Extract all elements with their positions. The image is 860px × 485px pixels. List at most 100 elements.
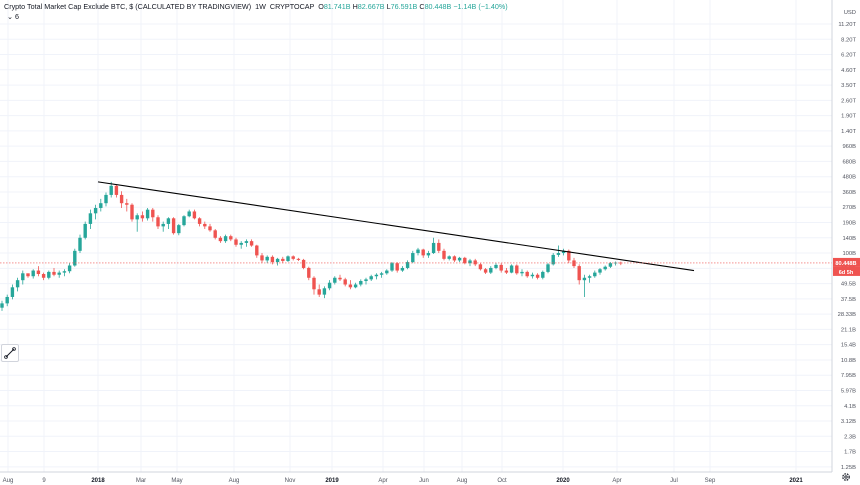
- time-tick-label: May: [171, 478, 182, 484]
- time-tick-label: Apr: [612, 478, 621, 484]
- candle-body: [541, 271, 545, 278]
- time-tick-label: Aug: [3, 478, 14, 484]
- candle-body: [197, 218, 202, 224]
- candle-body: [390, 263, 394, 271]
- price-tick-label: 1.7B: [844, 450, 856, 456]
- candle-body: [208, 226, 212, 231]
- price-badge-text: 80.448B: [835, 261, 856, 267]
- price-tick-label: 1.90T: [841, 114, 856, 120]
- price-tick-label: 680B: [842, 159, 856, 165]
- price-tick-label: 3.50T: [841, 83, 856, 89]
- candle-body: [447, 256, 451, 259]
- candle-body: [286, 256, 290, 261]
- candle-body: [353, 284, 358, 288]
- time-tick-label: 2018: [91, 478, 105, 484]
- candle-body: [307, 267, 311, 278]
- candle-body: [338, 277, 342, 280]
- candle-body: [411, 253, 415, 263]
- candle-body: [62, 271, 67, 273]
- candle-body: [99, 203, 103, 208]
- candle-body: [15, 280, 20, 288]
- candle-body: [161, 223, 165, 227]
- candle-body: [301, 259, 306, 268]
- candle-body: [619, 262, 623, 264]
- candle-body: [270, 256, 275, 263]
- time-tick-label: Nov: [285, 478, 296, 484]
- candle-body: [348, 284, 353, 288]
- candle-body: [156, 217, 160, 227]
- candle-body: [504, 270, 509, 273]
- candle-body: [317, 289, 321, 295]
- candle-body: [114, 185, 119, 195]
- candle-body: [182, 216, 186, 226]
- candle-body: [88, 213, 93, 224]
- candle-body: [463, 257, 467, 264]
- candle-body: [239, 242, 243, 245]
- price-tick-label: 4.1B: [844, 404, 856, 410]
- candle-body: [234, 239, 238, 245]
- candle-body: [421, 249, 425, 256]
- price-tick-label: 3.12B: [841, 419, 856, 425]
- candle-body: [359, 281, 363, 285]
- currency-label: USD: [844, 10, 856, 16]
- candle-body: [546, 264, 550, 272]
- price-tick-label: 5.97B: [841, 388, 856, 394]
- candle-body: [431, 242, 436, 254]
- countdown-badge: [833, 266, 860, 276]
- candle-body: [249, 241, 254, 246]
- price-tick-label: 6.20T: [841, 53, 856, 59]
- time-tick-label: 2021: [789, 478, 803, 484]
- candle-body: [489, 267, 493, 273]
- candle-body: [577, 266, 581, 281]
- time-tick-label: 2020: [556, 478, 570, 484]
- gear-icon[interactable]: [841, 472, 851, 482]
- candle-body: [437, 242, 441, 251]
- candle-body: [405, 262, 410, 268]
- time-tick-label: Aug: [457, 478, 468, 484]
- candle-body: [223, 236, 228, 242]
- price-tick-label: 4.60T: [841, 68, 856, 74]
- countdown-badge-text: 6d 5h: [839, 270, 854, 276]
- candle-body: [530, 274, 535, 277]
- candle-body: [608, 263, 613, 267]
- candle-body: [426, 253, 431, 256]
- trendline[interactable]: [97, 181, 695, 272]
- time-tick-label: Jul: [670, 478, 678, 484]
- candle-body: [551, 254, 555, 265]
- candle-body: [145, 209, 150, 219]
- price-tick-label: 8.20T: [841, 37, 856, 43]
- candle-body: [400, 267, 405, 271]
- candle-body: [218, 237, 223, 242]
- candle-body: [587, 276, 592, 278]
- indicator-count[interactable]: ⌄ 6: [7, 12, 19, 21]
- candle-body: [457, 257, 462, 261]
- price-tick-label: 2.60T: [841, 98, 856, 104]
- time-tick-label: 9: [42, 478, 46, 484]
- price-tick-label: 49.5B: [841, 282, 856, 288]
- candle-body: [385, 270, 389, 274]
- candle-body: [603, 266, 607, 270]
- candle-body: [275, 258, 280, 263]
- candle-body: [203, 223, 207, 227]
- candle-body: [333, 277, 337, 283]
- candle-body: [73, 250, 77, 266]
- candle-body: [52, 271, 56, 275]
- candle-body: [10, 287, 15, 297]
- time-tick-label: Oct: [497, 478, 507, 484]
- time-tick-label: Mar: [136, 478, 146, 484]
- candle-body: [187, 211, 191, 217]
- candle-body: [312, 277, 316, 290]
- candle-body: [125, 203, 129, 205]
- candle-body: [177, 225, 181, 234]
- candle-body: [593, 272, 597, 277]
- candle-body: [140, 215, 145, 219]
- drawing-tool-button[interactable]: [1, 344, 19, 362]
- candle-body: [442, 250, 446, 259]
- price-badge: [833, 257, 860, 267]
- candle-body: [119, 194, 124, 204]
- price-tick-label: 140B: [842, 236, 856, 242]
- candle-body: [520, 271, 524, 274]
- candle-body: [561, 250, 566, 254]
